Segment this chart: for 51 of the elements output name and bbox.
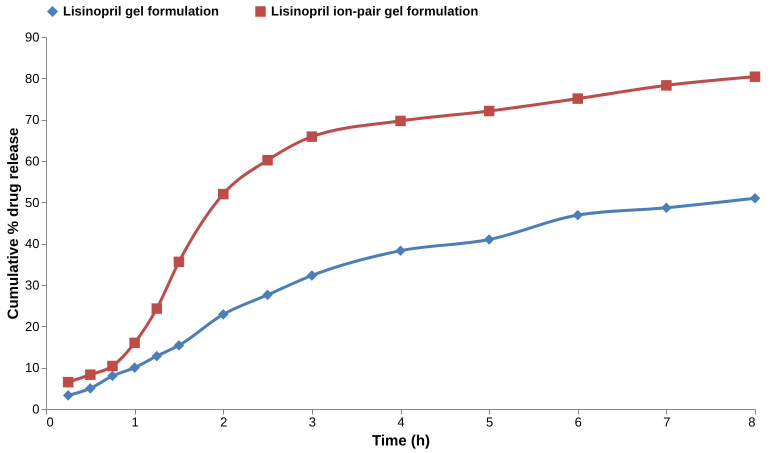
- point: [152, 303, 162, 314]
- point: [395, 245, 406, 256]
- point: [85, 369, 96, 380]
- point: [85, 383, 96, 394]
- point: [262, 154, 273, 166]
- y-tick-label: 40: [25, 236, 40, 252]
- y-tick-label: 90: [25, 30, 40, 44]
- y-axis-title: Cumulative % drug release: [5, 128, 22, 320]
- point: [107, 360, 118, 372]
- point: [129, 362, 140, 373]
- x-tick-label: 4: [397, 414, 405, 430]
- point: [174, 256, 184, 268]
- y-tick-label: 60: [25, 154, 40, 168]
- x-axis-title: Time (h): [372, 432, 430, 450]
- point: [484, 234, 494, 245]
- point: [62, 376, 74, 388]
- point: [218, 309, 228, 320]
- point: [661, 202, 672, 213]
- point: [306, 131, 318, 142]
- point: [484, 106, 494, 116]
- point: [395, 116, 406, 126]
- x-tick-label: 6: [574, 414, 582, 430]
- point: [218, 188, 228, 200]
- point: [572, 210, 583, 220]
- y-tick-label: 30: [25, 278, 40, 292]
- point: [661, 80, 672, 91]
- point: [572, 93, 583, 104]
- y-tick-label: 0: [32, 402, 40, 416]
- point: [262, 290, 273, 300]
- x-tick-label: 7: [663, 414, 670, 430]
- point: [306, 270, 318, 281]
- point: [750, 71, 760, 82]
- legend-label: Lisinopril gel formulation: [63, 4, 220, 19]
- point: [174, 340, 184, 351]
- x-tick-label: 1: [132, 414, 139, 430]
- y-tick-label: 70: [25, 112, 40, 128]
- x-tick-label: 8: [748, 414, 756, 430]
- y-tick-label: 80: [25, 70, 40, 86]
- y-tick-label: 20: [25, 318, 40, 334]
- x-tick-label: 5: [486, 414, 494, 430]
- point: [62, 390, 74, 401]
- point: [107, 370, 118, 382]
- x-tick-label: 3: [308, 414, 316, 430]
- y-tick-label: 50: [25, 194, 40, 210]
- point: [129, 338, 140, 348]
- x-tick-label: 2: [220, 414, 228, 430]
- point: [750, 192, 760, 204]
- point: [152, 350, 162, 362]
- y-tick-label: 10: [25, 360, 40, 376]
- x-tick-label: 0: [46, 414, 54, 430]
- legend-label: Lisinopril ion-pair gel formulation: [271, 4, 478, 19]
